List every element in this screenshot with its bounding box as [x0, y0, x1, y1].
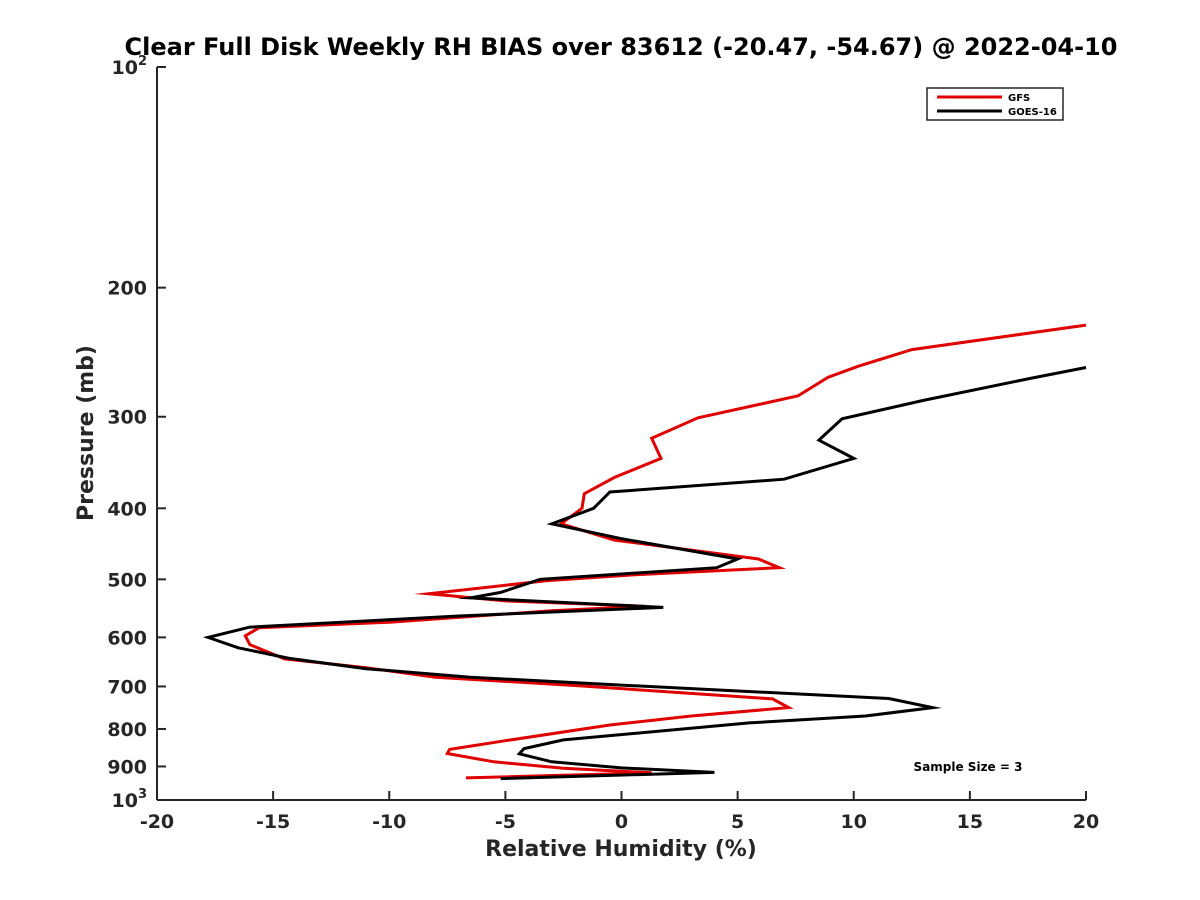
legend-label: GOES-16 — [1008, 107, 1057, 118]
x-tick-label: 10 — [841, 811, 867, 833]
y-tick-label: 102 — [112, 54, 148, 79]
x-tick-label: 0 — [615, 811, 628, 833]
x-tick-label: 20 — [1073, 811, 1099, 833]
series-layer — [202, 323, 1087, 781]
x-tick-label: -15 — [256, 811, 290, 833]
y-tick-label: 103 — [112, 787, 148, 812]
legend-box — [926, 87, 1064, 121]
x-tick-label: 5 — [731, 811, 744, 833]
x-tick-label: -20 — [140, 811, 174, 833]
y-tick-label: 900 — [107, 756, 147, 778]
y-tick-label: 400 — [107, 498, 147, 520]
x-tick-label: -10 — [372, 811, 406, 833]
plot-background — [157, 67, 1086, 800]
y-axis-label: Pressure (mb) — [74, 345, 99, 521]
x-tick-label: 15 — [957, 811, 983, 833]
y-tick-label: 500 — [107, 569, 147, 591]
plot-area — [157, 67, 1086, 800]
legend: GFS GOES-16 — [926, 87, 1064, 121]
y-tick-label: 200 — [107, 278, 147, 300]
y-tick-label: 800 — [107, 719, 147, 741]
series-line-goes-16 — [202, 366, 1087, 781]
y-tick-label: 300 — [107, 407, 147, 429]
y-tick-label: 700 — [107, 676, 147, 698]
series-line-gfs — [243, 323, 1087, 780]
x-tick-label: -5 — [495, 811, 516, 833]
sample-size-annotation: Sample Size = 3 — [914, 760, 1023, 774]
y-tick-label: 600 — [107, 627, 147, 649]
axes-layer: -20 -15 -10 -5 0 5 10 15 20 102 200 300 400 500 600 700… — [107, 54, 1099, 833]
x-axis-label: Relative Humidity (%) — [485, 837, 757, 862]
legend-label: GFS — [1008, 93, 1030, 104]
chart-title: Clear Full Disk Weekly RH BIAS over 8361… — [125, 33, 1118, 61]
